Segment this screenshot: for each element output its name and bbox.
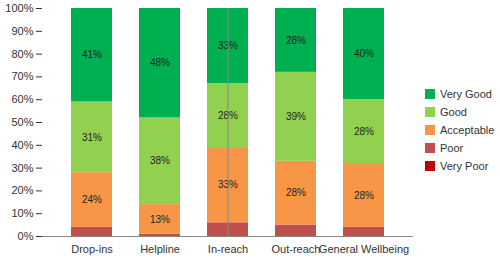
svg-text:28%: 28%: [354, 190, 374, 201]
svg-text:10%: 10%: [11, 207, 33, 219]
svg-text:80%: 80%: [11, 48, 33, 60]
html-text:Acceptable: Acceptable: [440, 124, 495, 136]
svg-text:Drop-ins: Drop-ins: [71, 243, 113, 255]
svg-text:60%: 60%: [11, 93, 33, 105]
svg-text:20%: 20%: [11, 184, 33, 196]
svg-text:Out-reach: Out-reach: [272, 243, 321, 255]
svg-text:41%: 41%: [82, 49, 102, 60]
html-text:Very Poor: Very Poor: [440, 160, 489, 172]
svg-text:90%: 90%: [11, 25, 33, 37]
html-text:Very Good: Very Good: [440, 88, 492, 100]
svg-text:Helpline: Helpline: [140, 243, 180, 255]
svg-text:38%: 38%: [150, 155, 170, 166]
svg-text:48%: 48%: [150, 57, 170, 68]
html-text:Poor: Poor: [440, 142, 464, 154]
svg-text:28%: 28%: [286, 35, 306, 46]
svg-text:40%: 40%: [11, 139, 33, 151]
svg-text:In-reach: In-reach: [208, 243, 248, 255]
svg-text:33%: 33%: [218, 40, 238, 52]
svg-text:50%: 50%: [11, 116, 33, 128]
svg-text:39%: 39%: [286, 111, 306, 122]
svg-text:13%: 13%: [150, 214, 170, 225]
svg-text:30%: 30%: [11, 162, 33, 174]
svg-text:28%: 28%: [286, 187, 306, 198]
svg-text:40%: 40%: [354, 48, 374, 59]
svg-text:28%: 28%: [218, 109, 238, 121]
svg-text:24%: 24%: [82, 194, 102, 205]
svg-text:28%: 28%: [354, 126, 374, 137]
svg-text:70%: 70%: [11, 70, 33, 82]
svg-text:0%: 0%: [18, 230, 34, 242]
svg-text:100%: 100%: [5, 2, 33, 14]
svg-text:31%: 31%: [82, 132, 102, 143]
html-text:Good: Good: [440, 106, 467, 118]
svg-text:General Wellbeing: General Wellbeing: [319, 243, 409, 255]
svg-text:33%: 33%: [218, 179, 238, 191]
